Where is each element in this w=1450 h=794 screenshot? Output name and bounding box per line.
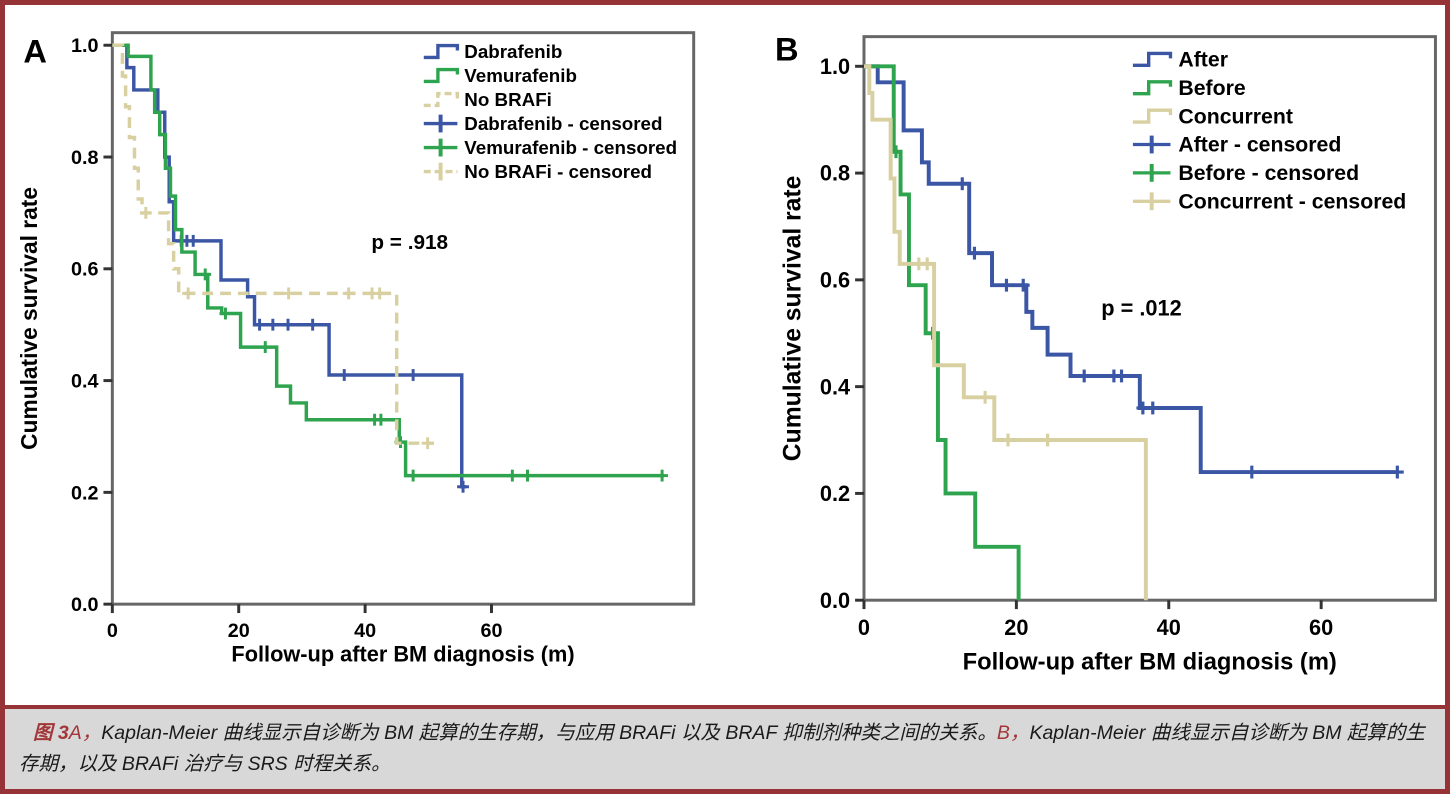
plot-box [862, 35, 1437, 602]
x-tick-label: 40 [1157, 615, 1181, 640]
caption-panel-b-label: B， [996, 722, 1030, 744]
legend-item-dabrafenib: Dabrafenib [423, 41, 562, 62]
legend-item-before-censored: Before - censored [1132, 161, 1359, 185]
y-tick-label: 0.2 [71, 482, 98, 504]
legend-label: Vemurafenib - censored [464, 137, 677, 158]
legend-label: Dabrafenib - censored [464, 113, 662, 134]
charts-row: 0.0 0.2 0.4 0.6 0.8 1.0 0 20 40 60 Follow-up after… [5, 5, 1445, 705]
series-line-vemurafenib [112, 43, 665, 478]
legend-label: No BRAFi - censored [464, 161, 652, 182]
x-axis-label: Follow-up after BM diagnosis (m) [231, 641, 574, 666]
y-tick-label: 1.0 [71, 35, 98, 57]
legend-step-swatch [423, 67, 460, 84]
legend-item-before: Before [1132, 76, 1246, 100]
panel-letter: B [775, 30, 799, 67]
y-tick-label: 0.6 [820, 267, 850, 292]
legend: After Before Concurrent After - censored Bef… [1132, 48, 1406, 213]
legend-item-after-censored: After - censored [1132, 133, 1341, 157]
legend-label: After [1178, 48, 1228, 72]
legend-label: Before - censored [1178, 161, 1359, 185]
caption-panel-a-label: A， [68, 722, 102, 744]
legend-label: Dabrafenib [464, 41, 562, 62]
x-tick-label: 20 [1004, 615, 1028, 640]
legend-item-vemurafenib-censored: Vemurafenib - censored [423, 137, 677, 158]
panel-b-km-chart: 0.0 0.2 0.4 0.6 0.8 1.0 0 20 40 60 Follow-up after… [775, 30, 1437, 675]
caption-figure-number: 图 3 [33, 722, 69, 744]
y-axis-label: Cumulative survival rate [780, 176, 807, 462]
caption-panel-a-text: Kaplan-Meier 曲线显示自诊断为 BM 起算的生存期，与应用 BRAF… [101, 722, 997, 744]
x-tick-label: 20 [228, 620, 250, 642]
y-axis: 0.0 0.2 0.4 0.6 0.8 1.0 [820, 54, 864, 613]
series-dabrafenib [112, 43, 469, 493]
legend: Dabrafenib Vemurafenib No BRAFi Dabrafenib … [423, 41, 677, 182]
x-tick-label: 0 [107, 620, 118, 642]
x-axis: 0 20 40 60 [107, 604, 502, 642]
censor-marks-vemurafenib [199, 268, 669, 482]
x-tick-label: 40 [354, 620, 376, 642]
legend-item-no-brafi: No BRAFi [423, 89, 552, 110]
y-tick-label: 1.0 [820, 54, 850, 79]
y-tick-label: 0.0 [820, 588, 850, 613]
x-tick-label: 60 [1309, 615, 1333, 640]
legend-step-swatch [423, 91, 460, 108]
figure-caption: 图 3A，Kaplan-Meier 曲线显示自诊断为 BM 起算的生存期，与应用… [5, 705, 1445, 789]
series-no-brafi [112, 43, 434, 450]
y-tick-label: 0.4 [71, 371, 98, 393]
y-tick-label: 0.0 [71, 594, 98, 616]
x-tick-label: 60 [480, 620, 502, 642]
x-axis: 0 20 40 60 [858, 600, 1333, 640]
legend-label: After - censored [1178, 133, 1341, 157]
series-vemurafenib [112, 43, 669, 482]
legend-item-dabrafenib-censored: Dabrafenib - censored [423, 113, 662, 134]
x-tick-label: 0 [858, 615, 870, 640]
legend-label: Vemurafenib [464, 65, 577, 86]
plot-box [110, 31, 696, 606]
y-tick-label: 0.4 [820, 374, 850, 399]
y-tick-label: 0.8 [820, 161, 850, 186]
y-tick-label: 0.8 [71, 147, 98, 169]
y-tick-label: 0.2 [820, 481, 850, 506]
legend-step-swatch [1132, 108, 1173, 124]
legend-label: Before [1178, 76, 1245, 100]
series-after [863, 64, 1404, 479]
legend-step-swatch [1132, 51, 1173, 67]
series-line-concurrent [863, 64, 1148, 601]
legend-step-swatch [1132, 80, 1173, 96]
censor-marks-after [955, 177, 1404, 479]
legend-item-concurrent: Concurrent [1132, 104, 1293, 128]
legend-item-no-brafi-censored: No BRAFi - censored [423, 161, 652, 182]
y-tick-label: 0.6 [71, 259, 98, 281]
caption-panel-b-text: Kaplan-Meier 曲线显示自诊断为 BM 起算的生存期，以及 BRAFi… [19, 722, 1425, 775]
censor-marks-dabrafenib [175, 234, 469, 493]
p-value-label: p = .918 [371, 231, 448, 254]
censor-marks-concurrent [912, 257, 1055, 447]
panel-letter: A [23, 32, 47, 69]
legend-label: Concurrent [1178, 104, 1293, 128]
legend-step-swatch [423, 43, 460, 60]
legend-label: No BRAFi [464, 89, 552, 110]
y-axis: 0.0 0.2 0.4 0.6 0.8 1.0 [71, 35, 113, 616]
series-line-dabrafenib [112, 43, 467, 489]
y-axis-label: Cumulative survival rate [16, 187, 42, 450]
censor-marks-no-brafi [139, 206, 434, 450]
legend-item-concurrent-censored: Concurrent - censored [1132, 189, 1406, 213]
p-value-label: p = .012 [1101, 295, 1181, 320]
series-concurrent [863, 64, 1148, 601]
legend-item-after: After [1132, 48, 1228, 72]
legend-label: Concurrent - censored [1178, 189, 1406, 213]
x-axis-label: Follow-up after BM diagnosis (m) [963, 649, 1337, 675]
series-line-no-brafi [112, 43, 434, 445]
legend-item-vemurafenib: Vemurafenib [423, 65, 577, 86]
